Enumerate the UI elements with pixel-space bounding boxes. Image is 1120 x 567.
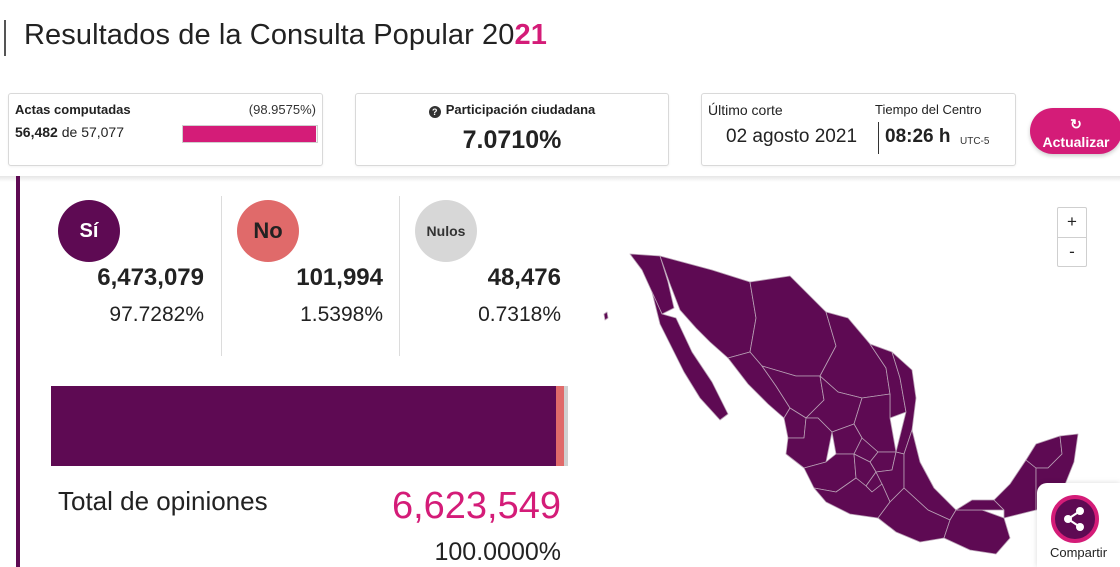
corte-date: 02 agosto 2021 [726,126,858,147]
map-state-chihuahua[interactable] [749,275,837,377]
participacion-value: 7.0710% [462,126,562,154]
refresh-icon: ↻ [1070,116,1082,132]
option-nulos-votes: 48,476 [487,264,561,291]
participacion-label: Participación ciudadana [445,102,596,117]
corte-label: Último corte [708,102,783,118]
map-state-baja-california-sur[interactable] [651,291,729,421]
total-value: 6,623,549 [391,485,561,527]
timezone-label: Tiempo del Centro [875,102,982,117]
page-title-year-highlight: 21 [514,19,547,51]
page-title-main: Resultados de la Consulta Popular 20 [24,19,515,51]
total-label: Total de opiniones [58,486,268,516]
actas-total: 57,077 [81,124,125,140]
option-no: No 101,994 1.5398% [221,196,399,356]
option-no-badge: No [237,200,299,262]
option-si-badge: Sí [58,200,120,262]
share-icon [1064,507,1084,531]
question-circle-icon[interactable]: ? [428,106,441,118]
share-button[interactable] [1051,495,1099,543]
option-si-percent: 97.7282% [109,303,204,326]
actas-percent: (98.9575%) [248,102,316,117]
stacked-segment-si[interactable] [51,386,557,466]
participacion-label-row: ? Participación ciudadana [356,102,668,118]
actas-label: Actas computadas [15,102,131,117]
corte-card: Último corte Tiempo del Centro 02 agosto… [701,93,1016,166]
actas-computed: 56,482 [15,124,58,140]
actas-progress-fill [183,126,316,142]
results-stacked-bar [51,386,568,466]
map-state-guerrero[interactable] [813,477,891,519]
map-state-chiapas[interactable] [943,509,1011,555]
header-shadow [0,176,1120,182]
actas-card: Actas computadas (98.9575%) 56,482 de 57… [8,93,323,166]
option-nulos-badge: Nulos [415,200,477,262]
stacked-segment-no[interactable] [556,386,565,466]
option-no-percent: 1.5398% [300,303,383,326]
option-si-votes: 6,473,079 [97,264,204,291]
actas-progress-bar [182,125,318,143]
total-percent: 100.0000% [434,538,561,566]
update-button-label: Actualizar [1042,134,1110,150]
actas-of-word: de [61,124,78,140]
map-island [603,311,609,321]
zoom-in-button[interactable]: + [1067,212,1077,231]
update-button[interactable]: ↻ Actualizar [1030,108,1120,154]
left-accent-bar [16,176,20,567]
share-label: Compartir [1049,545,1108,560]
page-title: Resultados de la Consulta Popular 2021 [24,19,547,52]
participacion-card: ? Participación ciudadana 7.0710% [355,93,669,166]
corte-timezone: UTC-5 [960,136,990,147]
corte-divider [878,122,879,154]
option-nulos-percent: 0.7318% [478,303,561,326]
stacked-segment-nulos[interactable] [564,386,568,466]
share-panel[interactable]: Compartir [1037,483,1120,567]
option-si: Sí 6,473,079 97.7282% [42,196,220,356]
actas-count: 56,482 de 57,077 [15,124,124,140]
corte-time: 08:26 h [885,126,951,147]
zoom-out-button[interactable]: - [1058,237,1086,266]
title-rule [4,20,6,56]
mexico-map[interactable] [600,248,1100,567]
option-nulos: Nulos 48,476 0.7318% [399,196,577,356]
option-no-votes: 101,994 [296,264,383,291]
map-zoom-control: + - [1057,207,1087,267]
